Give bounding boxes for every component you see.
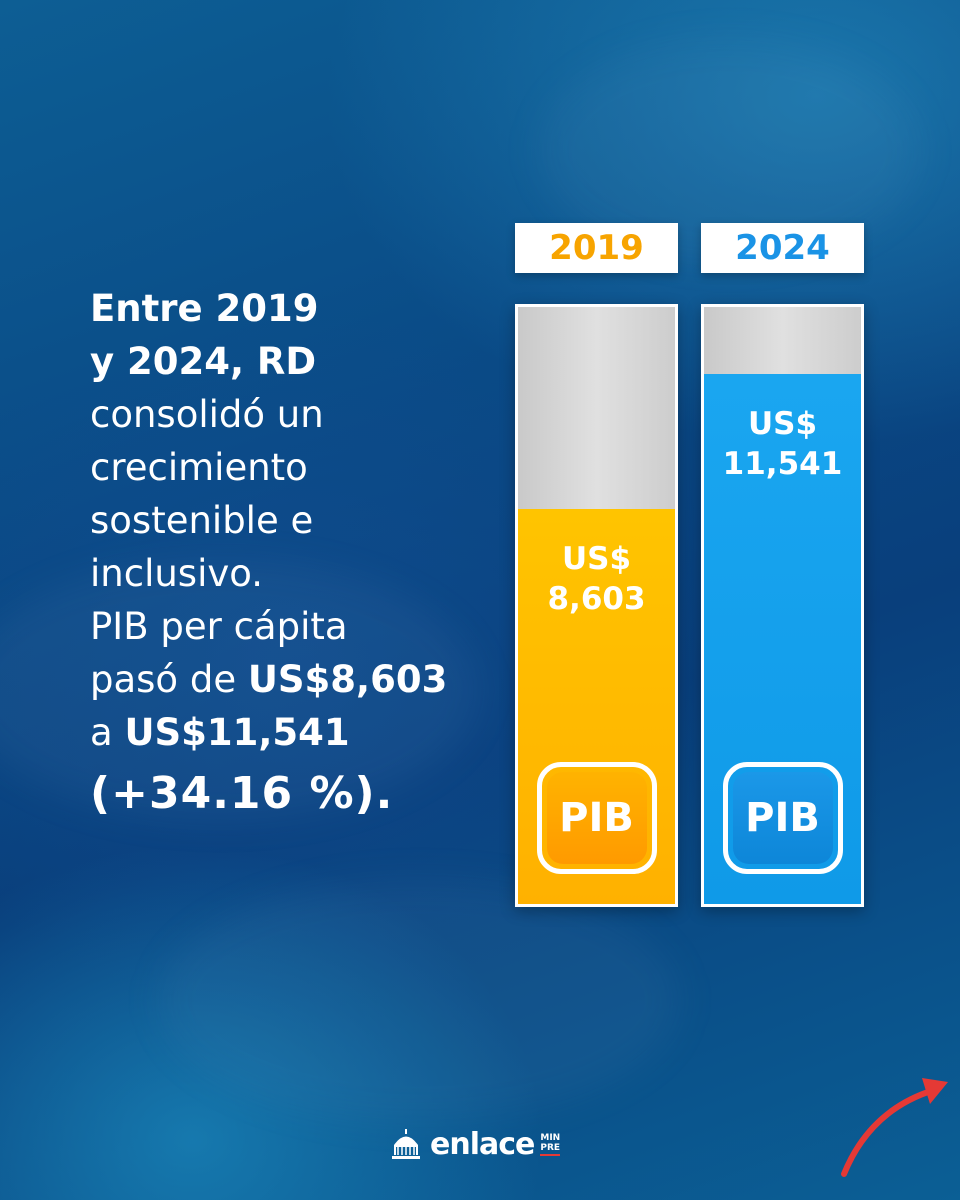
headline-line: crecimiento	[90, 446, 308, 489]
value-2019: US$8,603	[247, 658, 448, 701]
headline-line: PIB per cápita	[90, 605, 348, 648]
headline-text: Entre 2019 y 2024, RD consolidó un creci…	[90, 282, 490, 829]
logo-sub-top: MIN	[540, 1132, 561, 1143]
headline-line: consolidó un	[90, 393, 324, 436]
bar-value-amount: 11,541	[722, 446, 843, 482]
pib-badge-2024: PIB	[722, 762, 843, 874]
headline-prefix: a	[90, 711, 125, 754]
growth-arrow-icon	[841, 1078, 948, 1177]
headline-line: a US$11,541	[90, 706, 490, 759]
bar-value-currency: US$	[561, 541, 632, 577]
pib-badge-fill	[732, 772, 833, 864]
year-label-2019: 2019	[515, 223, 678, 273]
headline-prefix: pasó de	[90, 658, 248, 701]
bar-value-amount: 8,603	[547, 581, 646, 617]
bar-value-label-2019: US$ 8,603	[518, 539, 675, 619]
enlace-logo: enlace MIN PRE	[388, 1122, 561, 1166]
pib-badge-fill	[546, 772, 647, 864]
bar-track: US$ 11,541 PIB	[704, 307, 861, 904]
headline-line: inclusivo.	[90, 552, 264, 595]
bar-frame-2019: US$ 8,603 PIB	[515, 304, 678, 907]
growth-percent: (+34.16 %).	[90, 768, 394, 819]
dome-icon	[392, 1129, 420, 1159]
headline-line: sostenible e	[90, 499, 314, 542]
bar-2019: US$ 8,603 PIB	[518, 509, 675, 904]
pib-badge-text: PIB	[559, 795, 634, 841]
bar-frame-2024: US$ 11,541 PIB	[701, 304, 864, 907]
pib-badge-text: PIB	[745, 795, 820, 841]
value-2024: US$11,541	[124, 711, 350, 754]
year-label-2024: 2024	[701, 223, 864, 273]
bar-value-currency: US$	[747, 406, 818, 442]
headline-line: y 2024, RD	[90, 340, 317, 383]
bar-2024: US$ 11,541 PIB	[704, 374, 861, 904]
logo-subtext: MIN PRE	[540, 1132, 561, 1156]
background-map-shape	[160, 880, 680, 1120]
headline-line: Entre 2019	[90, 287, 319, 330]
logo-wordmark: enlace	[430, 1126, 535, 1162]
background-map-shape	[0, 560, 480, 820]
pib-badge-2019: PIB	[536, 762, 657, 874]
bar-track: US$ 8,603 PIB	[518, 307, 675, 904]
logo-sub-bottom: PRE	[540, 1142, 561, 1153]
headline-line: pasó de US$8,603	[90, 653, 490, 706]
bar-value-label-2024: US$ 11,541	[704, 404, 861, 484]
